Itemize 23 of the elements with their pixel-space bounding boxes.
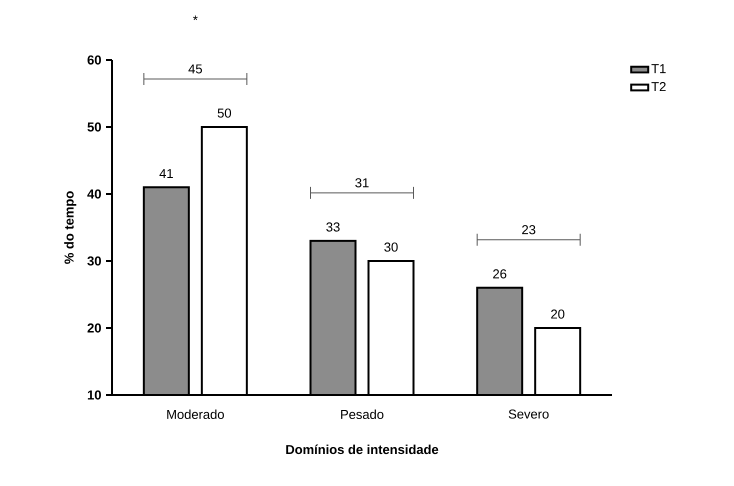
legend-label: T2 [651, 82, 666, 92]
y-tick-label: 20 [88, 323, 101, 333]
x-tick-label: Pesado [341, 409, 384, 420]
data-label: 20 [551, 310, 564, 319]
data-label: 26 [493, 269, 506, 278]
y-tick-label: 50 [87, 122, 101, 132]
data-label: 41 [159, 169, 173, 178]
y-tick-label: 40 [87, 189, 101, 199]
annotation: 23 [522, 225, 536, 234]
x-axis-title: Domínios de intensidade [286, 444, 438, 454]
annotation: 45 [188, 64, 202, 74]
x-tick-label: Moderado [167, 409, 224, 420]
y-axis-title: % do tempo [64, 191, 76, 264]
legend-label: T1 [651, 64, 666, 74]
data-label: 33 [326, 222, 340, 232]
x-tick-label: Severo [508, 410, 549, 419]
y-tick-label: 60 [88, 55, 101, 65]
y-tick-label: 10 [88, 390, 101, 400]
annotation: 31 [355, 178, 369, 188]
data-label: 50 [218, 108, 232, 118]
y-tick-label: 30 [87, 256, 101, 266]
text: * [193, 16, 198, 20]
data-label: 30 [384, 242, 398, 252]
